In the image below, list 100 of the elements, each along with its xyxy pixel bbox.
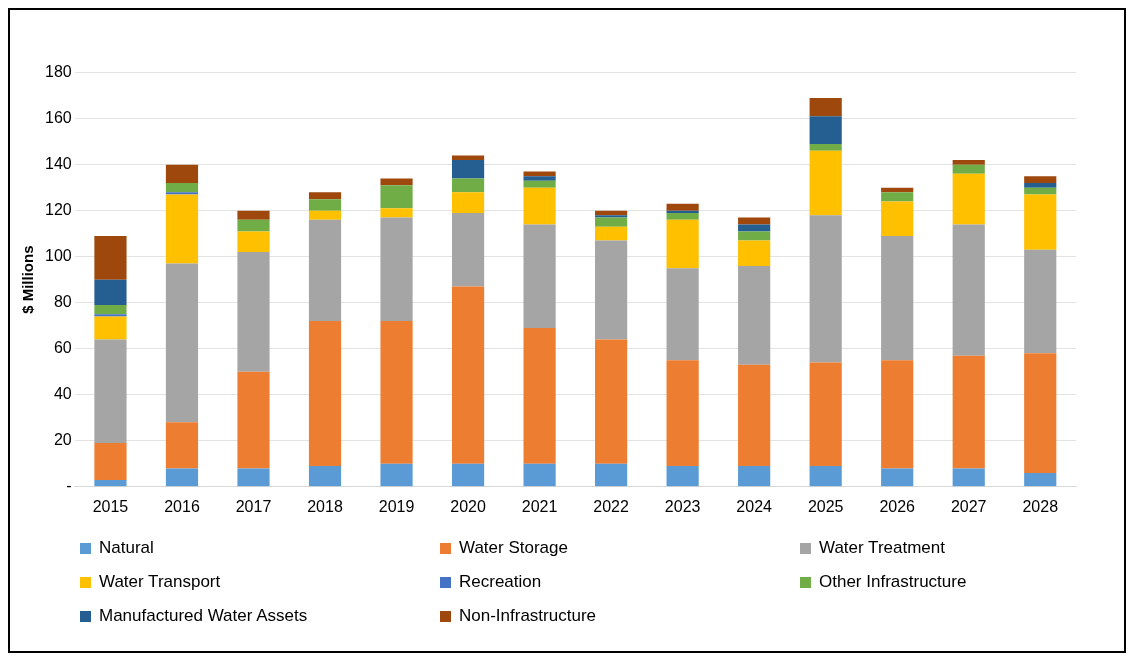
bar: [94, 279, 127, 306]
bar: [380, 217, 413, 322]
bar: [380, 208, 413, 218]
bar: [881, 468, 914, 487]
bar: [523, 328, 556, 464]
x-tick-label: 2021: [521, 497, 558, 515]
bar: [595, 217, 628, 227]
bar: [380, 185, 413, 209]
legend-label: Recreation: [459, 572, 542, 592]
bar: [809, 466, 842, 487]
bar: [595, 215, 628, 218]
bar: [237, 210, 270, 220]
bar: [523, 463, 556, 487]
bar: [94, 339, 127, 444]
x-tick-label: 2018: [307, 497, 343, 515]
bar: [595, 226, 628, 241]
bar: [666, 268, 699, 361]
bar: [881, 192, 914, 202]
bar: [952, 173, 985, 225]
bar: [523, 187, 556, 225]
bar: [308, 199, 342, 211]
bar: [952, 355, 985, 469]
y-tick-label: 20: [53, 431, 72, 449]
bar: [94, 305, 127, 315]
bar: [1024, 194, 1057, 250]
bar: [308, 466, 342, 487]
bar: [380, 321, 413, 464]
bar: [94, 316, 127, 340]
legend-label: Water Storage: [459, 538, 568, 558]
x-tick-label: 2025: [807, 497, 844, 515]
bar: [451, 463, 485, 487]
x-tick-label: 2022: [593, 497, 630, 515]
bar: [237, 371, 270, 469]
y-tick-label: 80: [53, 293, 72, 311]
y-tick-label: -: [66, 477, 72, 495]
bar: [451, 286, 485, 464]
legend-label: Manufactured Water Assets: [99, 606, 308, 626]
x-tick-label: 2019: [378, 497, 415, 515]
bar: [308, 192, 342, 200]
y-tick-label: 140: [44, 155, 72, 173]
bar: [1024, 187, 1057, 195]
bar: [738, 466, 771, 487]
bar: [595, 339, 628, 464]
y-axis-title: $ Millions: [19, 245, 37, 314]
bar: [738, 231, 771, 241]
bar: [165, 422, 199, 469]
bar: [1024, 472, 1057, 487]
bar: [595, 463, 628, 487]
bar: [952, 160, 985, 165]
bar: [165, 468, 199, 487]
bar: [666, 212, 699, 220]
bar: [523, 180, 556, 188]
bar: [881, 201, 914, 236]
bar: [952, 224, 985, 356]
y-tick-label: 160: [44, 109, 72, 127]
bar: [738, 224, 771, 232]
bar: [523, 224, 556, 329]
bar: [881, 360, 914, 469]
bar: [165, 194, 199, 264]
bar: [809, 150, 842, 216]
bar: [451, 212, 485, 287]
bar: [809, 215, 842, 363]
bar: [308, 219, 342, 322]
bar: [165, 164, 199, 184]
x-tick-label: 2015: [92, 497, 129, 515]
y-tick-label: 40: [53, 385, 72, 403]
bar: [451, 178, 485, 193]
bar: [523, 176, 556, 181]
x-tick-label: 2026: [879, 497, 916, 515]
bar: [165, 192, 199, 195]
x-tick-label: 2016: [164, 497, 200, 515]
bar: [1024, 353, 1057, 473]
bar: [666, 219, 699, 269]
legend-label: Non-Infrastructure: [459, 606, 596, 626]
bar: [380, 463, 413, 487]
y-tick-label: 120: [44, 201, 72, 219]
bar: [451, 155, 485, 161]
bar: [809, 116, 842, 144]
bar: [451, 160, 485, 179]
x-tick-label: 2027: [950, 497, 987, 515]
bar: [595, 240, 628, 340]
bar: [952, 164, 985, 174]
y-tick-label: 60: [53, 339, 72, 357]
bar: [237, 231, 270, 253]
y-tick-label: 180: [44, 63, 72, 81]
legend-label: Other Infrastructure: [819, 572, 967, 592]
bar: [308, 210, 342, 220]
x-tick-label: 2028: [1022, 497, 1059, 515]
bar: [881, 235, 914, 361]
legend-label: Water Transport: [99, 572, 221, 592]
bar: [94, 479, 127, 487]
bar: [237, 468, 270, 487]
bar: [666, 466, 699, 487]
bar: [666, 203, 699, 211]
bar: [165, 183, 199, 193]
bar: [308, 321, 342, 467]
bar: [738, 240, 771, 266]
y-tick-label: 100: [44, 247, 72, 265]
x-tick-label: 2024: [736, 497, 773, 515]
legend-label: Natural: [99, 538, 154, 558]
